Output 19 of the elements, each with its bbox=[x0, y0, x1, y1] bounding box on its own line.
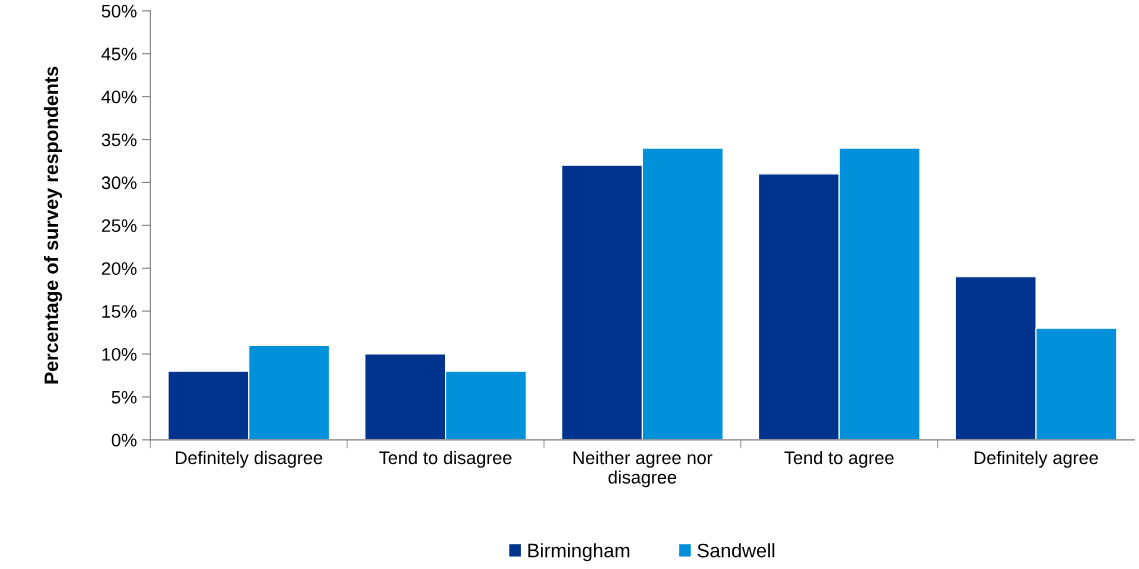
y-tick-label: 5% bbox=[111, 390, 137, 404]
y-tick-label: 25% bbox=[101, 219, 137, 233]
x-tick-label: Tend to agree bbox=[784, 450, 894, 468]
y-tick-label: 35% bbox=[101, 133, 137, 147]
y-tick-label: 10% bbox=[102, 347, 137, 361]
y-axis-title: Percentage of survey respondents bbox=[43, 66, 63, 384]
legend-label: Birmingham bbox=[528, 543, 630, 562]
y-tick-label: 40% bbox=[101, 90, 137, 104]
y-tick-label: 50% bbox=[101, 4, 137, 18]
x-tick-label: Neither agree nor disagree bbox=[573, 450, 713, 488]
x-tick-label: Definitely disagree bbox=[175, 450, 323, 468]
y-tick-label: 20% bbox=[101, 262, 137, 275]
legend-label: Sandwell bbox=[697, 543, 775, 558]
x-tick-label: Tend to disagree bbox=[379, 450, 512, 468]
y-tick-label: 30% bbox=[101, 176, 137, 190]
y-tick-label: 0% bbox=[111, 433, 137, 447]
y-tick-label: 15% bbox=[102, 305, 137, 318]
x-tick-label: Definitely agree bbox=[974, 450, 1098, 468]
y-tick-label: 45% bbox=[101, 47, 137, 61]
